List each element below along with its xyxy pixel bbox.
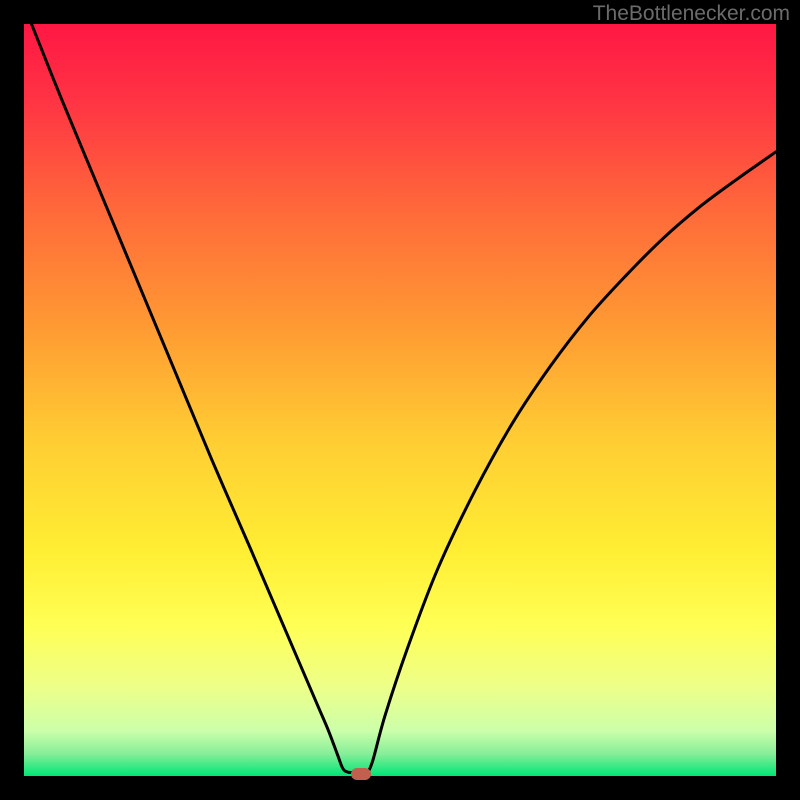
plot-area xyxy=(24,24,776,776)
watermark-text: TheBottlenecker.com xyxy=(593,2,790,26)
optimal-point-marker xyxy=(351,768,371,780)
chart-container: TheBottlenecker.com xyxy=(0,0,800,800)
bottleneck-curve xyxy=(24,24,776,776)
